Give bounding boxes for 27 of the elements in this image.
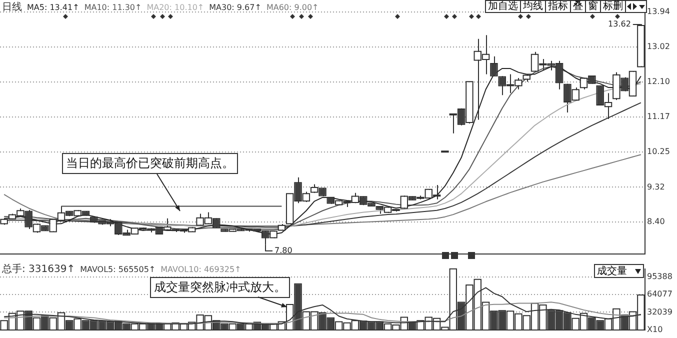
y-tick-label: X10 [647,325,663,334]
y-tick-label: 12.10 [647,76,670,86]
annotation: 当日的最高价已突破前期高点。 [62,153,238,174]
y-tick-label: 10.25 [647,147,670,156]
y-tick-label: 11.17 [647,112,670,122]
text: MA5: 13.41↑ [27,2,80,12]
annotation: 13.62 [608,20,631,29]
y-tick-label: 95388 [647,272,672,282]
y-tick-label: 9.32 [647,182,665,192]
y-tick-label: 32039 [647,307,672,316]
text: MA10: 11.30↑ [84,2,142,12]
text: MA60: 9.00↑ [266,2,319,12]
y-tick-label: 13.94 [647,7,670,16]
chart-title: 日线 [2,0,22,14]
text: MAVOL10: 469325↑ [160,264,242,274]
dropdown: 成交量 [594,264,644,278]
y-tick-label: 8.40 [647,217,665,226]
annotation: 成交量突然脉冲式放大。 [150,277,290,298]
text: MAVOL5: 565505↑ [80,264,156,274]
y-tick-label: 64077 [647,289,672,298]
annotation: 7.80 [274,246,292,255]
annotation: 成交量 [597,264,627,278]
chart-title: 总手: 331639↑ [2,262,76,276]
toolbar: 加自选 均线 指标 叠 窗 标删 [485,0,647,13]
text: MA30: 9.67↑ [209,2,262,12]
y-tick-label: 13.02 [647,42,670,51]
text: MA20: 10.10↑ [146,2,204,12]
